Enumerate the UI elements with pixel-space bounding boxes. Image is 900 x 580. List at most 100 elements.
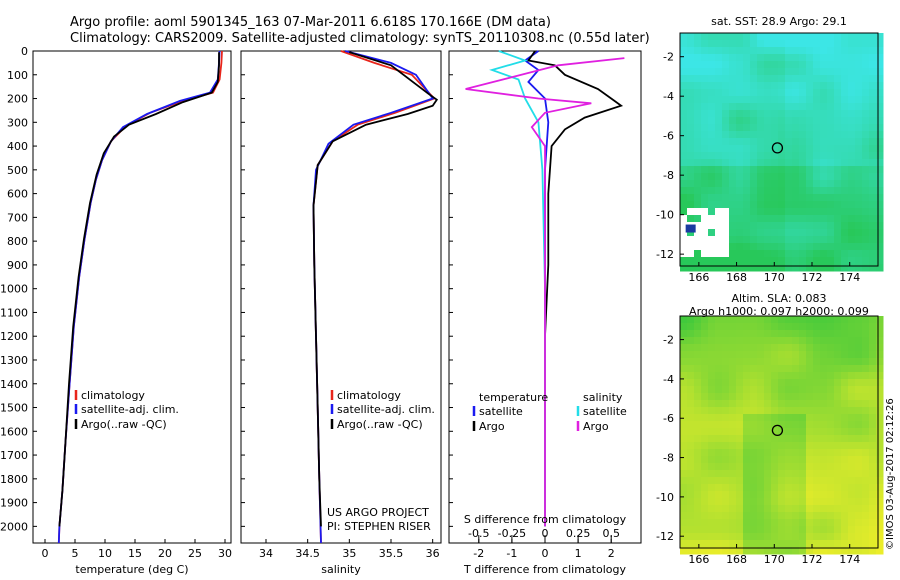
- heatmap-cell: [855, 117, 863, 125]
- heatmap-cell: [722, 323, 730, 331]
- heatmap-cell: [855, 173, 863, 181]
- heatmap-cell: [722, 138, 730, 146]
- heatmap-cell: [820, 421, 828, 429]
- heatmap-cell: [722, 379, 730, 387]
- heatmap-cell: [694, 138, 702, 146]
- x-tick-label: 35.5: [379, 547, 404, 560]
- heatmap-cell: [764, 75, 772, 83]
- heatmap-cell: [715, 82, 723, 90]
- heatmap-cell: [750, 463, 758, 471]
- heatmap-cell: [736, 138, 744, 146]
- heatmap-cell: [722, 414, 730, 422]
- heatmap-cell: [701, 145, 709, 153]
- heatmap-cell: [736, 110, 744, 118]
- heatmap-cell: [743, 159, 751, 167]
- heatmap-cell: [799, 498, 807, 506]
- heatmap-cell: [862, 323, 870, 331]
- heatmap-cell: [834, 330, 842, 338]
- heatmap-cell: [806, 547, 814, 555]
- heatmap-cell: [680, 264, 688, 272]
- heatmap-cell: [771, 351, 779, 359]
- heatmap-cell: [771, 236, 779, 244]
- heatmap-cell: [764, 257, 772, 265]
- heatmap-cell: [715, 103, 723, 111]
- heatmap-cell: [806, 187, 814, 195]
- heatmap-cell: [862, 110, 870, 118]
- heatmap-cell: [778, 344, 786, 352]
- heatmap-cell: [869, 131, 877, 139]
- heatmap-cell: [855, 435, 863, 443]
- heatmap-cell: [876, 386, 884, 394]
- heatmap-cell: [792, 330, 800, 338]
- heatmap-cell: [722, 215, 730, 223]
- heatmap-cell: [715, 166, 723, 174]
- heatmap-cell: [757, 505, 765, 513]
- heatmap-cell: [757, 82, 765, 90]
- heatmap-cell: [771, 208, 779, 216]
- heatmap-cell: [757, 222, 765, 230]
- heatmap-cell: [841, 407, 849, 415]
- heatmap-cell: [680, 222, 688, 230]
- heatmap-cell: [820, 484, 828, 492]
- heatmap-cell: [848, 463, 856, 471]
- heatmap-cell: [855, 236, 863, 244]
- heatmap-cell: [771, 365, 779, 373]
- heatmap-cell: [848, 484, 856, 492]
- heatmap-cell: [680, 166, 688, 174]
- heatmap-cell: [876, 379, 884, 387]
- heatmap-cell: [736, 145, 744, 153]
- heatmap-cell: [862, 344, 870, 352]
- heatmap-cell: [862, 82, 870, 90]
- heatmap-cell: [855, 400, 863, 408]
- heatmap-cell: [806, 166, 814, 174]
- heatmap-cell: [799, 344, 807, 352]
- heatmap-cell: [834, 138, 842, 146]
- heatmap-cell: [841, 40, 849, 48]
- heatmap-cell: [687, 201, 695, 209]
- heatmap-cell: [694, 365, 702, 373]
- heatmap-cell: [764, 519, 772, 527]
- heatmap-cell: [848, 243, 856, 251]
- heatmap-cell: [680, 138, 688, 146]
- y-tick-label: 1800: [0, 473, 28, 486]
- heatmap-cell: [694, 166, 702, 174]
- heatmap-cell: [841, 358, 849, 366]
- heatmap-cell: [757, 152, 765, 160]
- heatmap-cell: [841, 365, 849, 373]
- heatmap-cell: [750, 33, 758, 41]
- heatmap-cell: [771, 547, 779, 555]
- map-frame: [679, 315, 879, 549]
- heatmap-cell: [722, 519, 730, 527]
- heatmap-cell: [820, 110, 828, 118]
- heatmap-cell: [729, 145, 737, 153]
- heatmap-cell: [855, 498, 863, 506]
- heatmap-cell: [743, 40, 751, 48]
- heatmap-cell: [820, 180, 828, 188]
- heatmap-cell: [827, 519, 835, 527]
- heatmap-cell: [743, 470, 751, 478]
- header-line1: Argo profile: aoml 5901345_163 07-Mar-20…: [70, 15, 551, 30]
- heatmap-cell: [792, 124, 800, 132]
- heatmap-cell: [813, 103, 821, 111]
- heatmap-cell: [813, 330, 821, 338]
- heatmap-cell: [862, 222, 870, 230]
- heatmap-cell: [848, 54, 856, 62]
- heatmap-cell: [792, 498, 800, 506]
- heatmap-cell: [813, 477, 821, 485]
- heatmap-cell: [778, 75, 786, 83]
- heatmap-cell: [764, 547, 772, 555]
- heatmap-cell: [750, 138, 758, 146]
- heatmap-cell: [869, 138, 877, 146]
- heatmap-cell: [862, 484, 870, 492]
- heatmap-cell: [862, 533, 870, 541]
- heatmap-cell: [792, 442, 800, 450]
- heatmap-cell: [862, 236, 870, 244]
- heatmap-cell: [680, 477, 688, 485]
- heatmap-cell: [848, 449, 856, 457]
- heatmap-cell: [743, 498, 751, 506]
- heatmap-cell: [694, 250, 702, 258]
- heatmap-cell: [708, 337, 716, 345]
- heatmap-cell: [820, 40, 828, 48]
- heatmap-cell: [680, 470, 688, 478]
- heatmap-cell: [813, 145, 821, 153]
